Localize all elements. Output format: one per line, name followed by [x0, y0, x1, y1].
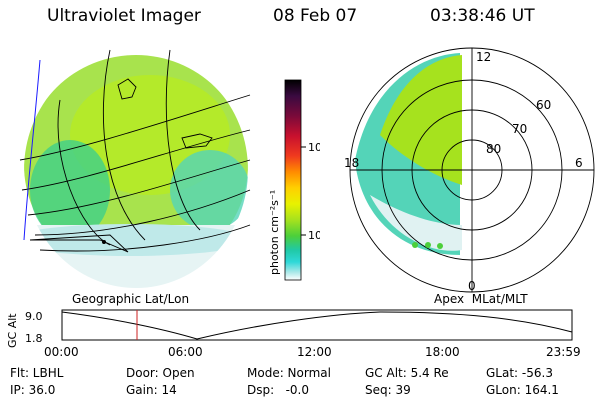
- mlt-label-0: 0: [468, 279, 476, 293]
- mlat-label-80: 80: [486, 142, 501, 156]
- geographic-image: [19, 49, 251, 288]
- door-label: Door: Open: [126, 366, 195, 380]
- mlt-label-6: 6: [575, 156, 583, 170]
- altitude-plot: GC Alt 9.0 1.8: [6, 309, 573, 348]
- mode-label: Mode: Normal: [247, 366, 331, 380]
- altitude-ytick-min: 1.8: [25, 332, 43, 345]
- glat-label: GLat: -56.3: [486, 366, 553, 380]
- date-label: 08 Feb 07: [273, 6, 358, 26]
- gc-alt-label: GC Alt: 5.4 Re: [365, 366, 449, 380]
- instrument-title: Ultraviolet Imager: [47, 6, 201, 26]
- altitude-xtick-2359: 23:59: [546, 345, 581, 359]
- mlat-label-70: 70: [512, 122, 527, 136]
- altitude-xtick-0000: 00:00: [44, 345, 79, 359]
- mlat-label-60: 60: [536, 98, 551, 112]
- altitude-xtick-1200: 12:00: [297, 345, 332, 359]
- time-label: 03:38:46 UT: [430, 6, 535, 26]
- altitude-ytick-max: 9.0: [25, 310, 43, 323]
- mlt-label-12: 12: [476, 50, 491, 64]
- colorbar-unit-label: photon cm⁻²s⁻¹: [268, 190, 281, 275]
- polar-caption: Apex MLat/MLT: [434, 292, 528, 306]
- geographic-caption: Geographic Lat/Lon: [72, 292, 190, 306]
- altitude-ylabel: GC Alt: [6, 313, 19, 348]
- seq-label: Seq: 39: [365, 383, 411, 397]
- dsp-label: Dsp: -0.0: [247, 383, 310, 397]
- glon-label: GLon: 164.1: [486, 383, 559, 397]
- colorbar-tick-100: 100: [308, 141, 320, 154]
- altitude-xtick-1800: 18:00: [425, 345, 460, 359]
- polar-image: 12 18 6 0 60 70 80: [344, 47, 595, 293]
- filter-label: Flt: LBHL: [10, 366, 64, 380]
- gain-label: Gain: 14: [126, 383, 177, 397]
- altitude-curve: [61, 311, 573, 340]
- ip-label: IP: 36.0: [10, 383, 56, 397]
- colorbar: 100 10 photon cm⁻²s⁻¹: [268, 79, 320, 281]
- colorbar-gradient: [284, 79, 302, 281]
- altitude-xtick-0600: 06:00: [168, 345, 203, 359]
- mlt-label-18: 18: [344, 156, 359, 170]
- altitude-plot-frame: [61, 309, 573, 341]
- colorbar-tick-10: 10: [308, 229, 320, 242]
